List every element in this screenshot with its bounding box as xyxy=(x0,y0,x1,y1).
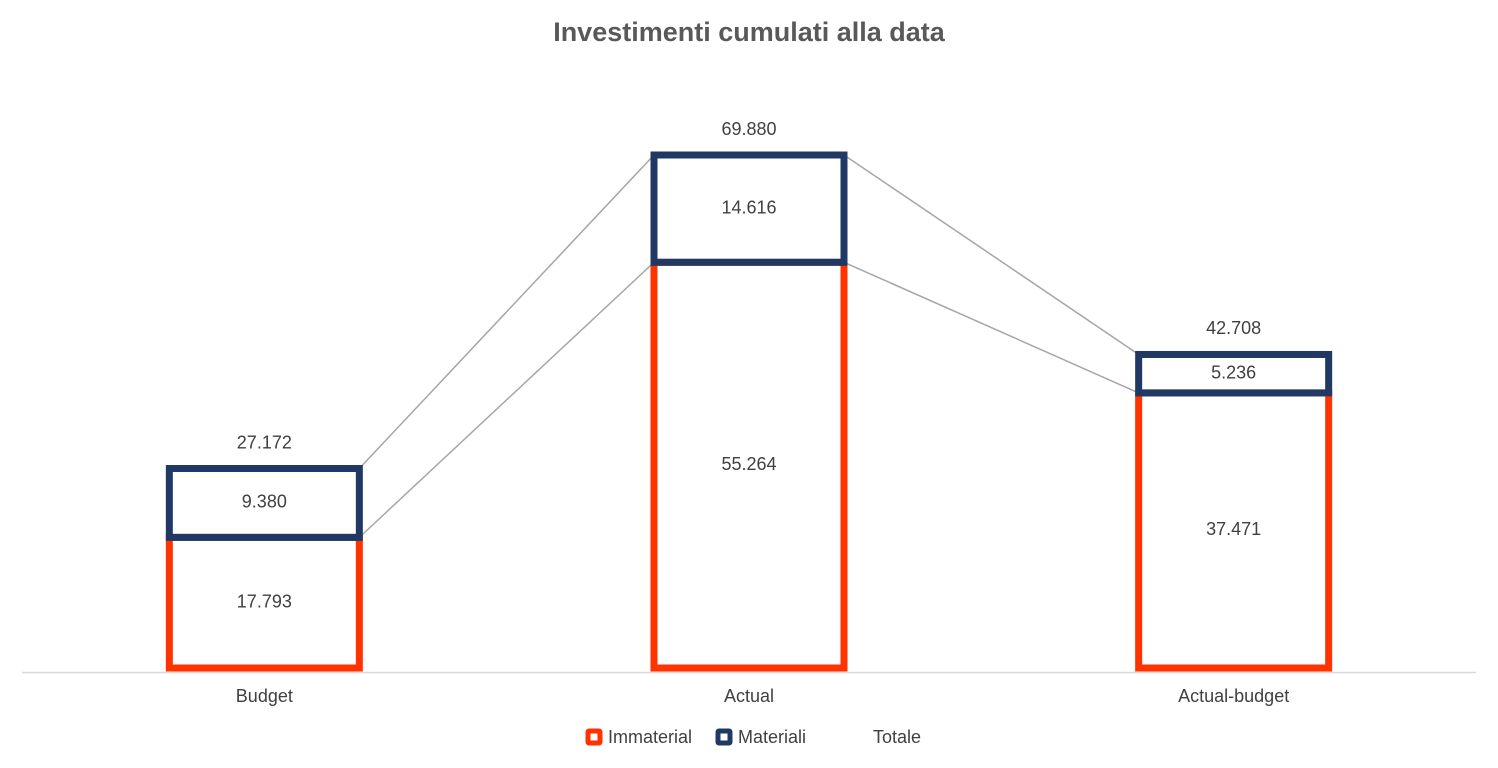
bar-segment xyxy=(650,151,848,266)
series-line xyxy=(843,154,1140,356)
legend-marker xyxy=(715,728,733,746)
series-line xyxy=(358,261,655,538)
data-label: 55.264 xyxy=(721,454,776,474)
chart-title: Investimenti cumulati alla data xyxy=(553,17,946,47)
data-label: 17.793 xyxy=(237,591,292,611)
data-label: 5.236 xyxy=(1211,362,1256,382)
data-label: 14.616 xyxy=(721,197,776,217)
series-line xyxy=(843,261,1139,394)
legend-marker xyxy=(585,728,603,746)
series-line xyxy=(358,154,655,470)
total-label: 27.172 xyxy=(237,432,292,452)
bar-segment xyxy=(165,465,363,541)
total-bar xyxy=(1139,354,1329,668)
legend-label: Materiali xyxy=(738,727,806,747)
legend-label: Immaterial xyxy=(608,727,692,747)
total-label: 69.880 xyxy=(721,119,776,139)
total-bar xyxy=(654,155,844,668)
legend-label: Totale xyxy=(873,727,921,747)
x-tick-label: Actual xyxy=(724,686,774,706)
total-label: 42.708 xyxy=(1206,318,1261,338)
data-label: 37.471 xyxy=(1206,519,1261,539)
bar-segment xyxy=(1135,350,1333,397)
x-tick-label: Actual-budget xyxy=(1178,686,1289,706)
x-tick-label: Budget xyxy=(236,686,293,706)
data-label: 9.380 xyxy=(242,492,287,512)
